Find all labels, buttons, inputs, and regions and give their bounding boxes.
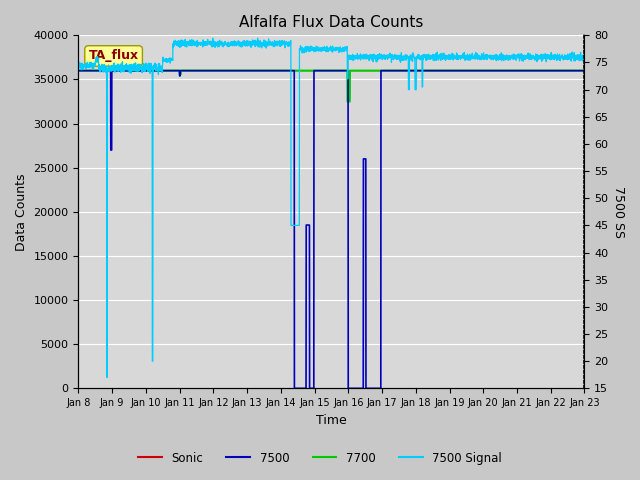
Y-axis label: Data Counts: Data Counts (15, 173, 28, 251)
Y-axis label: 7500 SS: 7500 SS (612, 186, 625, 238)
Legend: Sonic, 7500, 7700, 7500 Signal: Sonic, 7500, 7700, 7500 Signal (133, 447, 507, 469)
Text: TA_flux: TA_flux (88, 49, 139, 62)
Title: Alfalfa Flux Data Counts: Alfalfa Flux Data Counts (239, 15, 424, 30)
X-axis label: Time: Time (316, 414, 347, 427)
